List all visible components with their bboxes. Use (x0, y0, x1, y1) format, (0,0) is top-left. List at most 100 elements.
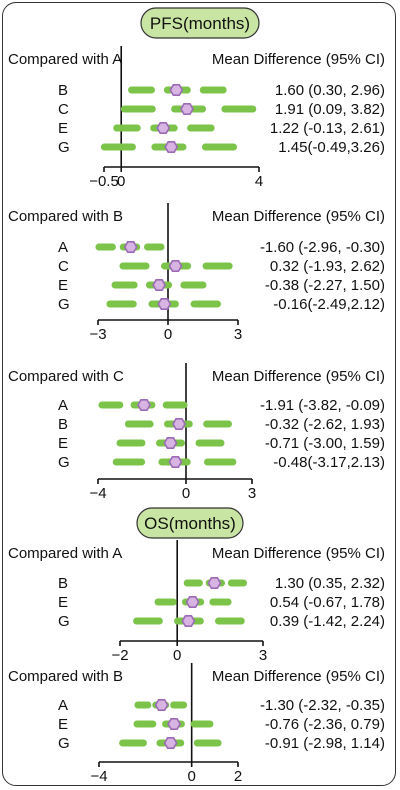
forest-row: G 0.39 (-1.42, 2.24) (58, 613, 385, 630)
comparator-label: Compared with B (8, 208, 123, 225)
forest-panel-2: Compared with B Mean Difference (95% CI) A… (8, 203, 385, 343)
row-label: G (58, 613, 70, 630)
estimate-text: -0.76 (-2.36, 0.79) (265, 716, 385, 733)
row-label: G (58, 139, 70, 156)
forest-row: G 1.45(-0.49,3.26) (58, 139, 385, 156)
point-estimate-marker (154, 698, 169, 712)
estimate-text: -0.32 (-2.62, 1.93) (265, 416, 385, 433)
forest-panel-5: Compared with B Mean Difference (95% CI) A… (8, 663, 385, 785)
os-header-pill: OS(months) (136, 507, 244, 539)
estimate-text: -0.38 (-2.27, 1.50) (265, 277, 385, 294)
estimate-text: 1.22 (-0.13, 2.61) (270, 120, 385, 137)
x-tick-label: 0 (173, 647, 181, 664)
x-tick-label: −0.5 (89, 173, 119, 190)
comparator-label: Compared with A (8, 545, 122, 562)
point-estimate-marker (157, 297, 172, 311)
comparator-label: Compared with B (8, 668, 123, 685)
column-header: Mean Difference (95% CI) (212, 545, 385, 562)
x-tick-label: 0 (164, 326, 172, 343)
forest-row: A -1.91 (-3.82, -0.09) (58, 397, 385, 414)
estimate-text: 1.91 (0.09, 3.82) (275, 101, 385, 118)
forest-row: E 1.22 (-0.13, 2.61) (58, 120, 385, 137)
row-label: G (58, 735, 70, 752)
forest-row: G -0.16(-2.49,2.12) (58, 296, 385, 313)
estimate-text: 1.45(-0.49,3.26) (278, 139, 385, 156)
os-pill-shape (136, 507, 244, 539)
row-label: B (58, 82, 68, 99)
x-tick-label: −2 (111, 647, 128, 664)
forest-panel-4: Compared with A Mean Difference (95% CI) B… (8, 540, 385, 664)
point-estimate-marker (169, 84, 184, 96)
pfs-pill-shape (140, 7, 260, 39)
forest-panels: Compared with A Mean Difference (95% CI) B… (8, 46, 385, 785)
forest-row: G -0.91 (-2.98, 1.14) (58, 735, 385, 752)
forest-row: E -0.76 (-2.36, 0.79) (58, 716, 385, 733)
point-estimate-marker (172, 417, 186, 431)
estimate-text: -1.91 (-3.82, -0.09) (260, 397, 385, 414)
estimate-text: -0.71 (-3.00, 1.59) (265, 435, 385, 452)
row-label: A (58, 697, 68, 714)
os-header-text: OS(months) (144, 514, 236, 533)
forest-row: E -0.71 (-3.00, 1.59) (58, 435, 385, 452)
forest-row: B -0.32 (-2.62, 1.93) (58, 416, 385, 433)
x-tick-label: −4 (90, 768, 107, 785)
row-label: G (58, 296, 70, 313)
forest-row: C 0.32 (-1.93, 2.62) (58, 258, 385, 275)
row-label: C (58, 101, 69, 118)
x-tick-label: −3 (89, 326, 106, 343)
column-header: Mean Difference (95% CI) (212, 368, 385, 385)
forest-row: E -0.38 (-2.27, 1.50) (58, 277, 385, 294)
x-tick-label: 0 (187, 768, 195, 785)
x-tick-label: 0 (117, 173, 125, 190)
column-header: Mean Difference (95% CI) (212, 208, 385, 225)
forest-row: A -1.30 (-2.32, -0.35) (58, 697, 385, 714)
estimate-text: -0.16(-2.49,2.12) (273, 296, 385, 313)
column-header: Mean Difference (95% CI) (212, 51, 385, 68)
pfs-header-pill: PFS(months) (140, 7, 260, 39)
point-estimate-marker (185, 595, 200, 609)
row-label: E (58, 120, 68, 137)
forest-panel-1: Compared with A Mean Difference (95% CI) B… (8, 46, 385, 190)
point-estimate-marker (137, 398, 151, 412)
forest-row: G -0.48(-3.17,2.13) (58, 454, 385, 471)
point-estimate-marker (168, 455, 183, 469)
estimate-text: -1.30 (-2.32, -0.35) (260, 697, 385, 714)
point-estimate-marker (168, 259, 183, 273)
forest-panel-3: Compared with C Mean Difference (95% CI) A… (8, 363, 385, 502)
point-estimate-marker (180, 103, 194, 115)
row-label: E (58, 435, 68, 452)
point-estimate-marker (207, 576, 222, 590)
row-label: C (58, 258, 69, 275)
point-estimate-marker (156, 122, 171, 134)
forest-row: B 1.60 (0.30, 2.96) (58, 82, 385, 99)
x-tick-label: 3 (234, 326, 242, 343)
point-estimate-marker (167, 717, 182, 731)
row-label: B (58, 575, 68, 592)
estimate-text: 0.32 (-1.93, 2.62) (270, 258, 385, 275)
x-tick-label: 3 (259, 647, 267, 664)
x-tick-label: 0 (182, 485, 190, 502)
estimate-text: 0.54 (-0.67, 1.78) (270, 594, 385, 611)
point-estimate-marker (164, 141, 179, 153)
point-estimate-marker (152, 278, 167, 292)
row-label: E (58, 277, 68, 294)
estimate-text: -1.60 (-2.96, -0.30) (260, 239, 385, 256)
pfs-header-text: PFS(months) (150, 14, 250, 33)
figure-frame (2, 2, 396, 786)
row-label: G (58, 454, 70, 471)
estimate-text: 1.60 (0.30, 2.96) (275, 82, 385, 99)
x-tick-label: 2 (234, 768, 242, 785)
forest-row: E 0.54 (-0.67, 1.78) (58, 594, 385, 611)
comparator-label: Compared with A (8, 51, 122, 68)
row-label: A (58, 397, 68, 414)
estimate-text: -0.48(-3.17,2.13) (273, 454, 385, 471)
estimate-text: -0.91 (-2.98, 1.14) (265, 735, 385, 752)
column-header: Mean Difference (95% CI) (212, 668, 385, 685)
point-estimate-marker (163, 736, 178, 750)
x-tick-label: −4 (89, 485, 106, 502)
forest-row: C 1.91 (0.09, 3.82) (58, 101, 385, 118)
estimate-text: 1.30 (0.35, 2.32) (275, 575, 385, 592)
point-estimate-marker (163, 436, 178, 450)
point-estimate-marker (123, 241, 138, 253)
